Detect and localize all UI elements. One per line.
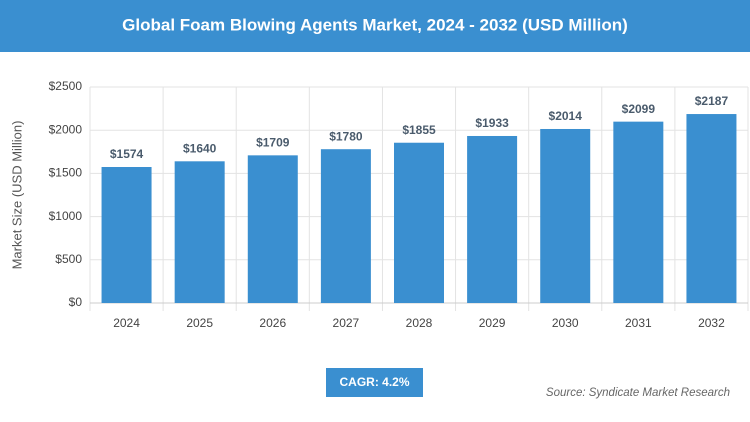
y-tick-label: $0 [69,295,83,309]
bar [394,142,444,303]
x-tick-label: 2028 [406,316,433,330]
bar [247,155,298,303]
cagr-badge [326,368,423,397]
bar [320,149,371,303]
x-tick-label: 2026 [259,316,286,330]
x-tick-label: 2024 [113,316,140,330]
bar [540,128,591,303]
y-tick-label: $2500 [49,79,83,93]
data-label: $1933 [475,116,509,130]
y-tick-label: $500 [55,252,82,266]
bar [686,114,737,303]
title-banner [0,0,750,52]
x-tick-label: 2029 [479,316,506,330]
cagr-label: CAGR: 4.2% [339,375,409,389]
data-label: $2099 [622,102,656,116]
x-tick-label: 2027 [333,316,360,330]
y-axis-title: Market Size (USD Million) [9,121,24,270]
chart-title: Global Foam Blowing Agents Market, 2024 … [122,15,628,34]
x-tick-label: 2025 [186,316,213,330]
x-tick-label: 2031 [625,316,652,330]
source-note: Source: Syndicate Market Research [546,387,730,399]
data-label: $1855 [402,123,436,137]
bar [467,135,518,303]
bar [613,121,664,304]
bar [101,167,152,303]
data-label: $1709 [256,136,290,150]
data-label: $2014 [549,109,583,123]
data-label: $1640 [183,141,217,155]
data-label: $1780 [329,129,363,143]
y-tick-label: $1000 [49,209,83,223]
data-label: $2187 [695,94,729,108]
y-tick-label: $1500 [49,166,83,180]
data-label: $1574 [110,147,144,161]
bar [174,161,225,303]
x-tick-label: 2030 [552,316,579,330]
x-tick-label: 2032 [698,316,725,330]
y-tick-label: $2000 [49,122,83,136]
